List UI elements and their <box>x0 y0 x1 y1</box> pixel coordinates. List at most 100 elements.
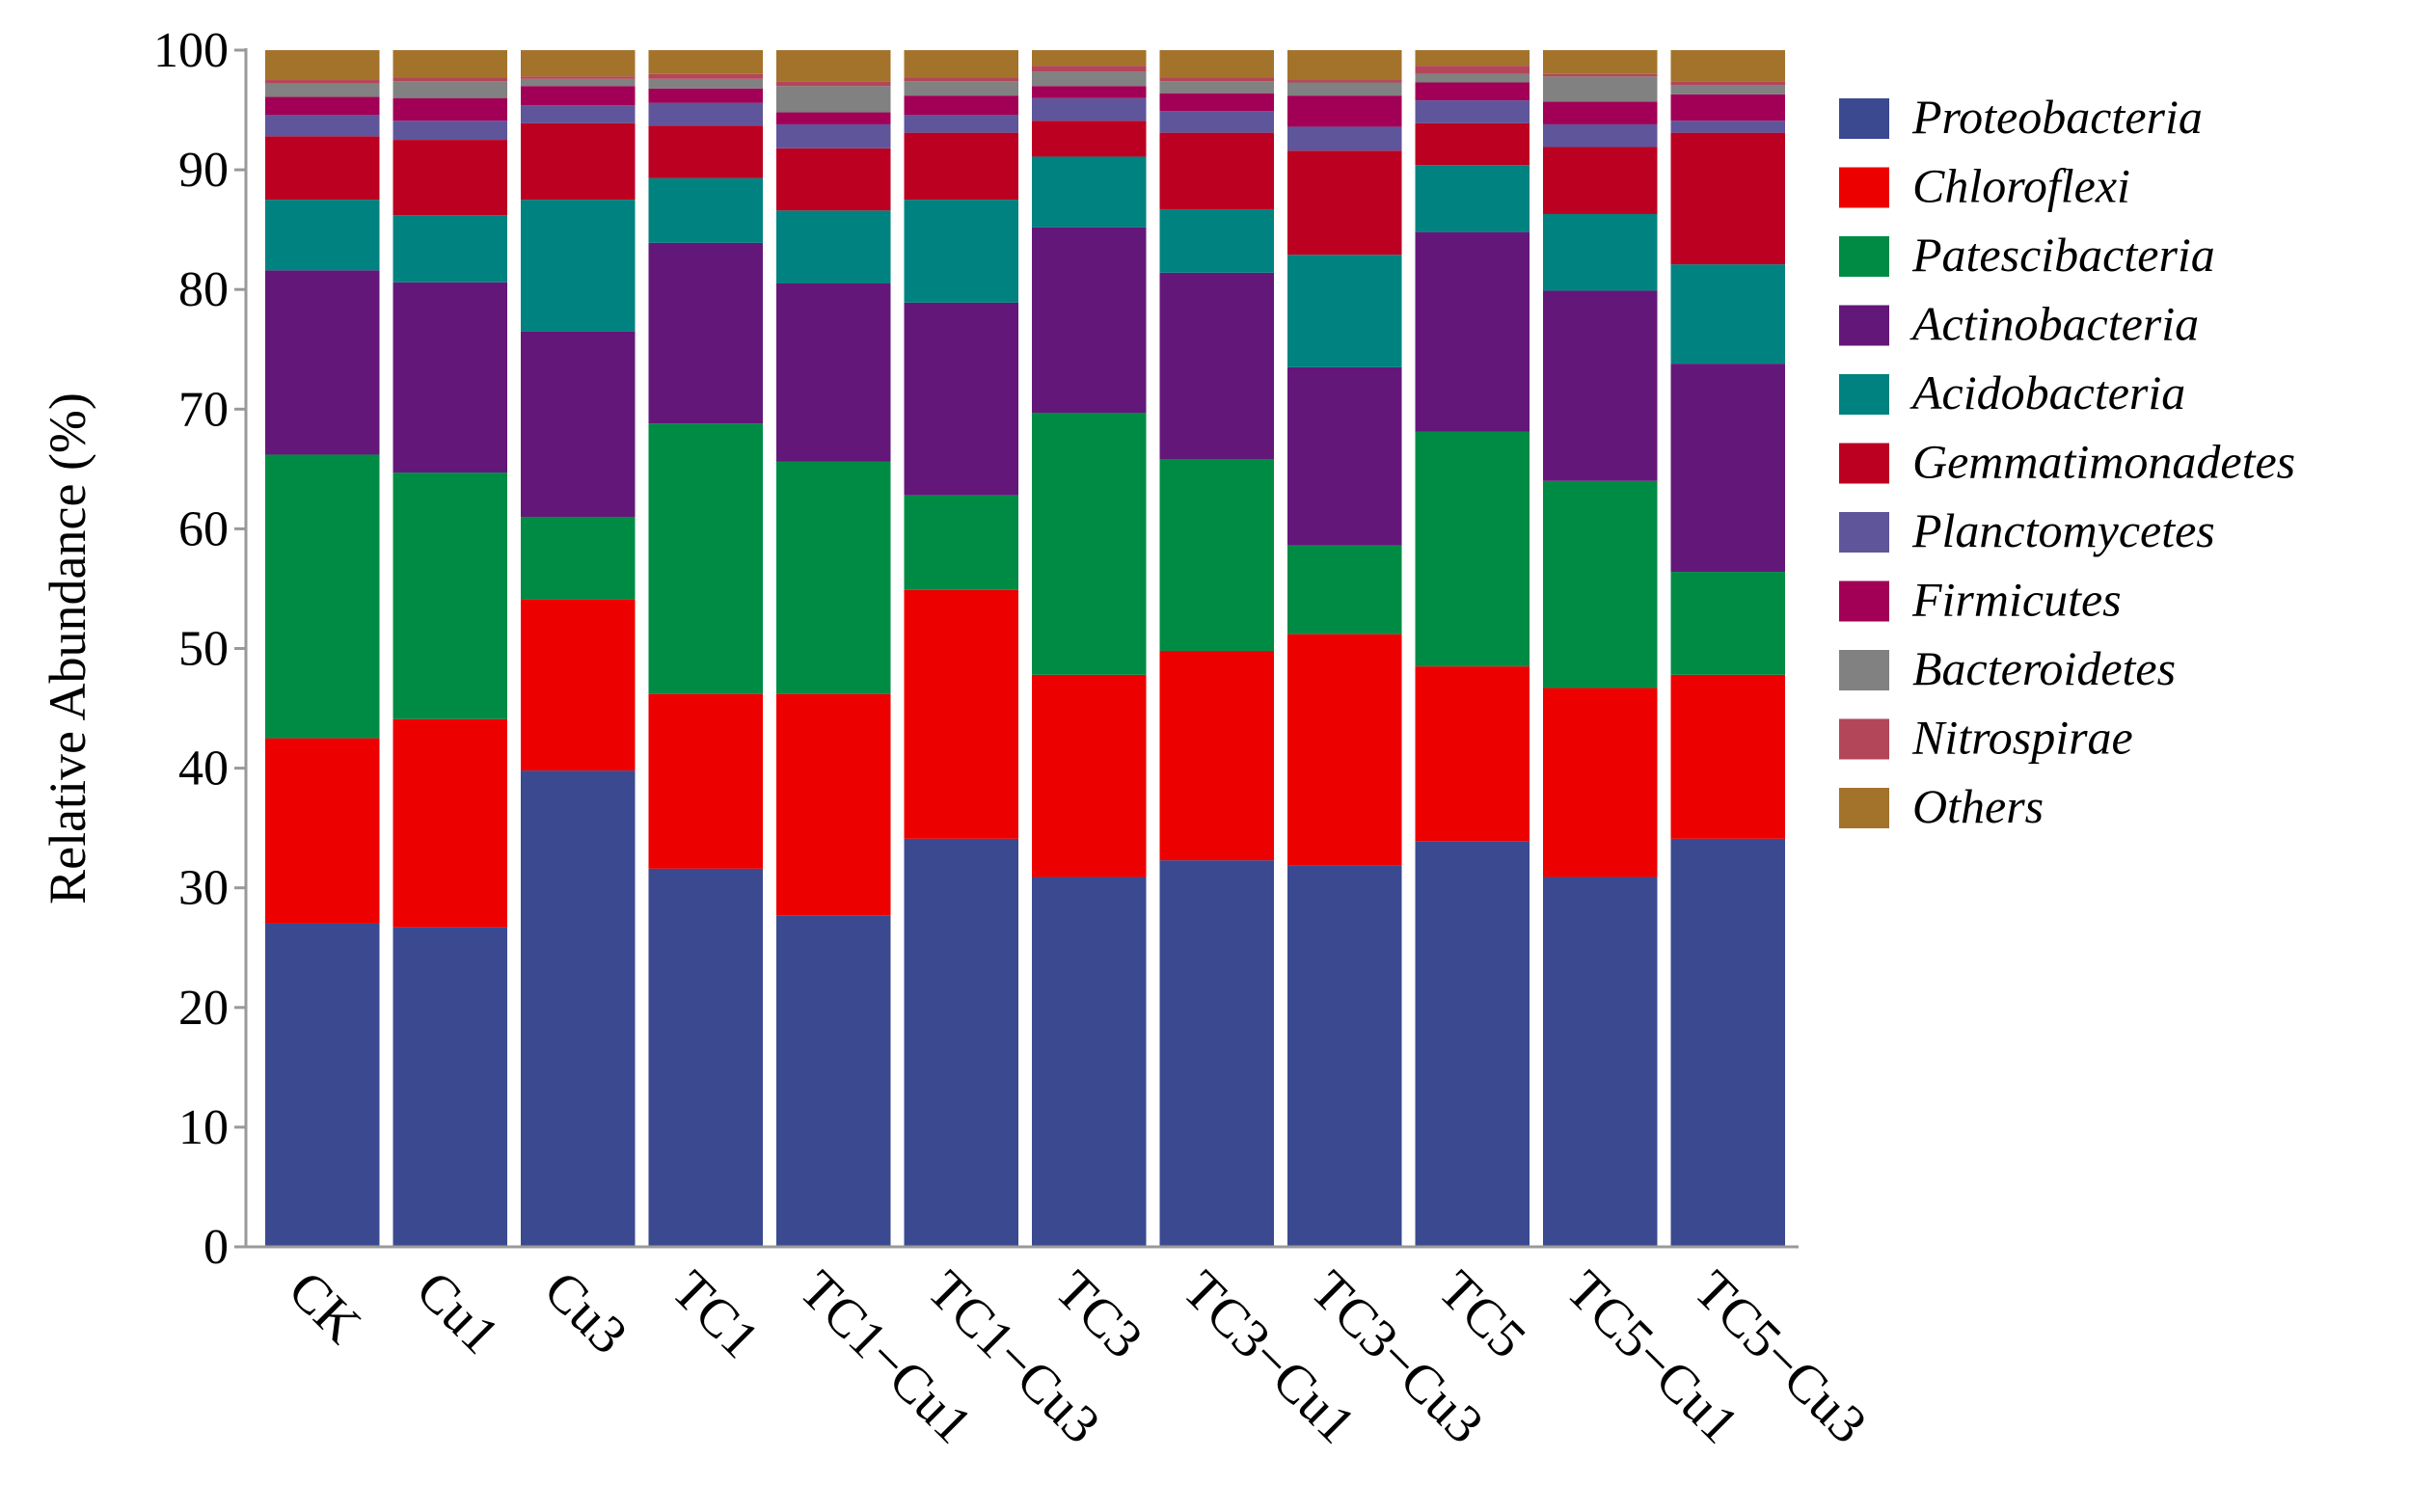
bar-segment-chloroflexi <box>1032 674 1147 878</box>
bar-segment-gemmatimonadetes <box>393 140 507 216</box>
y-tick-label: 90 <box>178 143 229 198</box>
bar-segment-nitrospirae <box>648 73 763 79</box>
bar-segment-planctomycetes <box>265 115 380 137</box>
bar-segment-chloroflexi <box>1670 674 1785 839</box>
bar-segment-chloroflexi <box>1415 666 1530 842</box>
bar-segment-gemmatimonadetes <box>1415 122 1530 166</box>
y-tick-label: 80 <box>178 262 229 317</box>
bar-segment-others <box>904 50 1018 78</box>
legend-swatch <box>1839 512 1889 553</box>
legend-label: Actinobacteria <box>1909 297 2199 351</box>
bar-segment-chloroflexi <box>1543 688 1658 878</box>
bar-segment-gemmatimonadetes <box>265 136 380 201</box>
bar-segment-patescibacteria <box>1032 413 1147 675</box>
bar-segment-others <box>776 50 891 82</box>
bar-segment-actinobacteria <box>776 283 891 462</box>
bar-segment-firmicutes <box>393 97 507 122</box>
legend-swatch <box>1839 443 1889 484</box>
bar-segment-acidobacteria <box>904 200 1018 303</box>
bar-segment-others <box>393 50 507 78</box>
bar-segment-others <box>1159 50 1274 78</box>
bar-segment-others <box>1032 50 1147 67</box>
bar-segment-actinobacteria <box>1287 366 1402 546</box>
bar-segment-planctomycetes <box>393 121 507 141</box>
y-tick-label: 0 <box>203 1220 229 1275</box>
bar-segment-firmicutes <box>521 86 636 106</box>
bar-segment-planctomycetes <box>1670 121 1785 133</box>
bar-segment-chloroflexi <box>521 599 636 771</box>
bar-segment-acidobacteria <box>1543 214 1658 291</box>
legend-swatch <box>1839 718 1889 760</box>
bar-segment-acidobacteria <box>1415 165 1530 232</box>
bar-segment-planctomycetes <box>1159 111 1274 133</box>
y-ticks-group: 0 10 20 30 40 50 60 70 80 90 100 <box>153 23 246 1275</box>
bar-segment-gemmatimonadetes <box>1287 150 1402 256</box>
y-tick-label: 20 <box>178 981 229 1036</box>
bar-segment-bacteroidetes <box>1032 71 1147 87</box>
bar-segment-nitrospirae <box>393 77 507 82</box>
bar-segment-patescibacteria <box>1670 572 1785 675</box>
legend-label: Nitrospirae <box>1911 711 2133 765</box>
bar-segment-others <box>1415 50 1530 67</box>
bar-segment-chloroflexi <box>1287 634 1402 866</box>
legend-label: Acidobacteria <box>1909 365 2185 419</box>
bar-segment-acidobacteria <box>648 177 763 243</box>
legend-swatch <box>1839 580 1889 622</box>
bar-segment-bacteroidetes <box>521 78 636 87</box>
x-tick-label: CK <box>277 1259 372 1355</box>
bar-segment-gemmatimonadetes <box>521 122 636 201</box>
bar-segment-acidobacteria <box>1032 156 1147 228</box>
bar-segment-bacteroidetes <box>1415 73 1530 83</box>
bar-segment-actinobacteria <box>1032 227 1147 414</box>
bar-segment-others <box>265 50 380 81</box>
bar-segment-patescibacteria <box>1415 431 1530 667</box>
bar-segment-gemmatimonadetes <box>1543 147 1658 215</box>
bar-segment-acidobacteria <box>1287 255 1402 367</box>
bar-segment-planctomycetes <box>1032 97 1147 122</box>
bar-segment-patescibacteria <box>265 454 380 739</box>
legend-swatch <box>1839 374 1889 415</box>
bar-segment-nitrospirae <box>521 76 636 79</box>
bar-segment-firmicutes <box>1287 95 1402 127</box>
bar-segment-chloroflexi <box>1159 650 1274 861</box>
bar-segment-proteobacteria <box>1287 865 1402 1247</box>
bar-segment-actinobacteria <box>393 282 507 473</box>
bar-segment-others <box>1543 50 1658 74</box>
bar-segment-acidobacteria <box>521 200 636 332</box>
bar-segment-actinobacteria <box>265 270 380 455</box>
bar-segment-chloroflexi <box>393 718 507 928</box>
bar-segment-proteobacteria <box>1670 838 1785 1247</box>
legend-label: Proteobacteria <box>1911 90 2203 144</box>
legend-label: Bacteroidetes <box>1912 641 2176 695</box>
bar-segment-firmicutes <box>1032 86 1147 98</box>
bar-segment-nitrospirae <box>1543 73 1658 77</box>
bar-segment-gemmatimonadetes <box>1670 132 1785 265</box>
legend-swatch <box>1839 305 1889 346</box>
bar-segment-gemmatimonadetes <box>1032 121 1147 157</box>
bar-segment-bacteroidetes <box>1670 84 1785 94</box>
bar-segment-patescibacteria <box>648 423 763 694</box>
bar-segment-nitrospirae <box>776 81 891 87</box>
bar-segment-nitrospirae <box>1670 81 1785 85</box>
bar-segment-planctomycetes <box>1543 123 1658 148</box>
legend-label: Patescibacteria <box>1911 228 2215 282</box>
bar-segment-nitrospirae <box>1287 80 1402 83</box>
y-axis-label: Relative Abundance (%) <box>39 392 96 904</box>
bar-segment-bacteroidetes <box>776 86 891 113</box>
bar-segment-acidobacteria <box>776 210 891 284</box>
bar-segment-firmicutes <box>648 88 763 103</box>
bar-segment-chloroflexi <box>648 693 763 869</box>
bar-segment-planctomycetes <box>1415 100 1530 123</box>
bar-segment-others <box>648 50 763 74</box>
y-tick-label: 50 <box>178 622 229 677</box>
legend-swatch <box>1839 98 1889 139</box>
legend-label: Others <box>1912 779 2044 833</box>
bar-segment-gemmatimonadetes <box>776 148 891 211</box>
y-tick-label: 60 <box>178 501 229 556</box>
legend-swatch <box>1839 167 1889 208</box>
bar-segment-planctomycetes <box>648 102 763 126</box>
bar-segment-actinobacteria <box>904 302 1018 496</box>
bar-segment-acidobacteria <box>393 215 507 283</box>
bar-segment-patescibacteria <box>776 461 891 694</box>
